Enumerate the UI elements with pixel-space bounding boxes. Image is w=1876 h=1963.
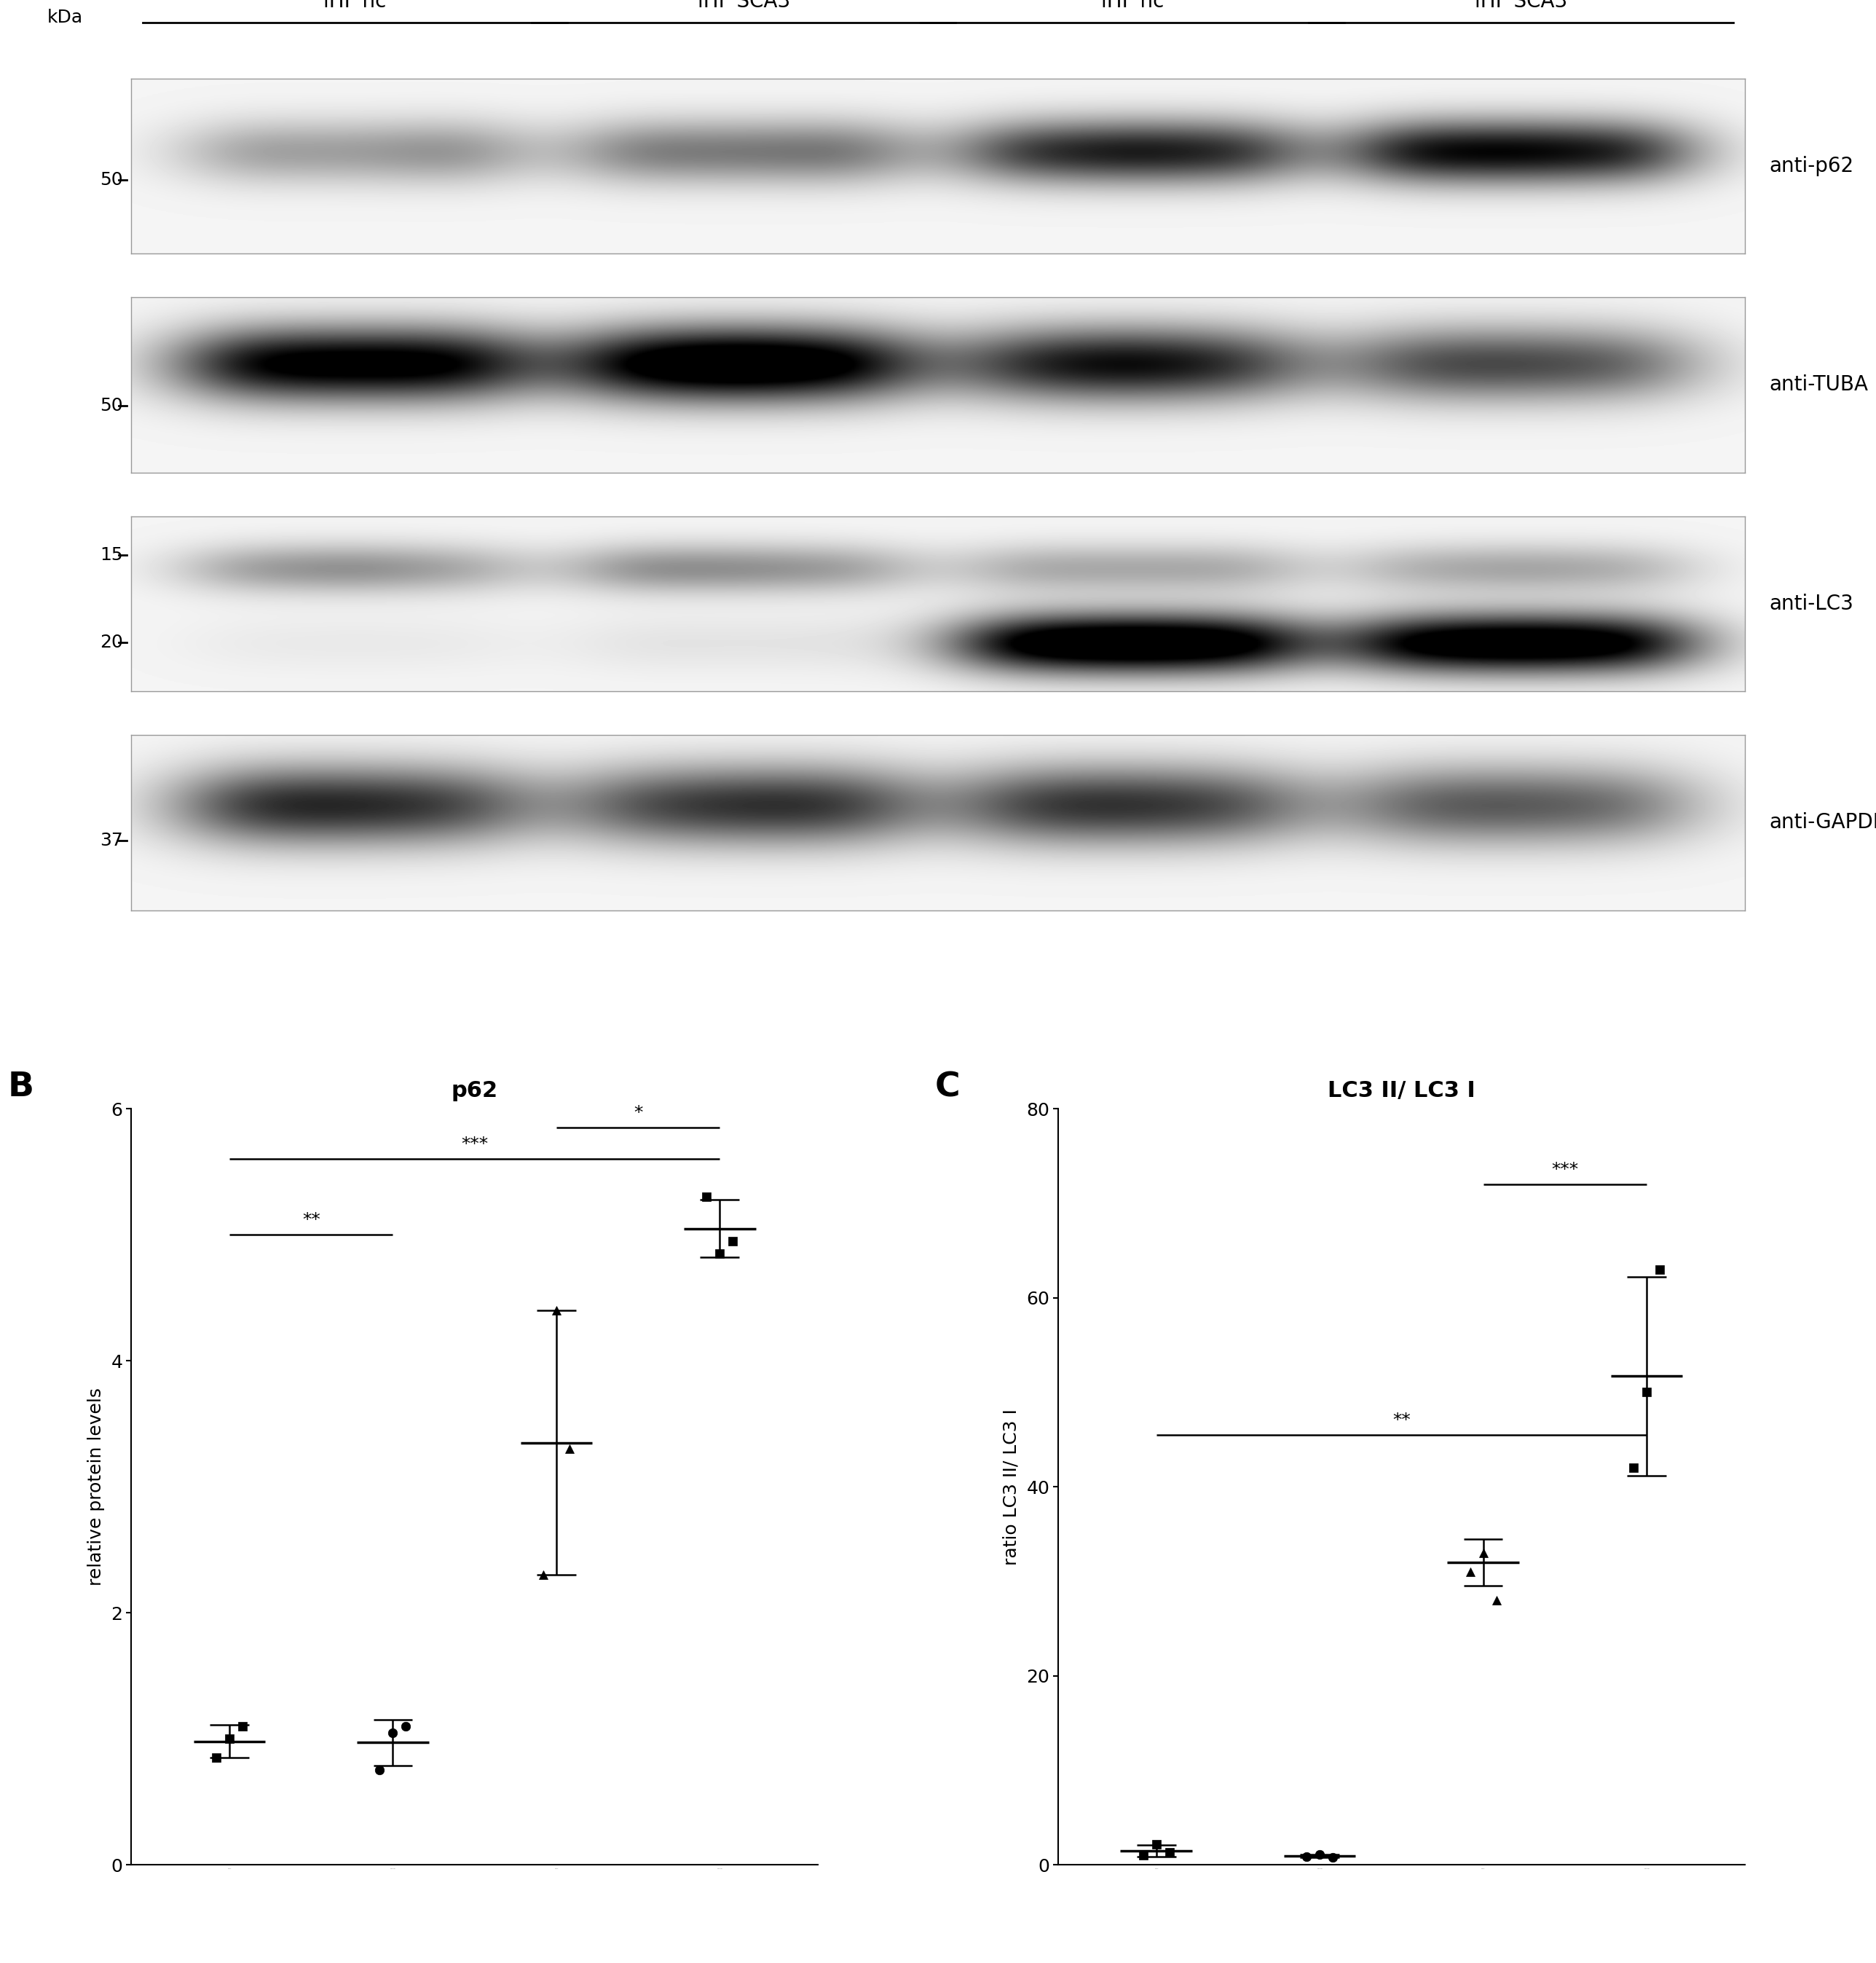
- Y-axis label: ratio LC3 II/ LC3 I: ratio LC3 II/ LC3 I: [1004, 1409, 1021, 1565]
- Text: iHF hc: iHF hc: [1101, 0, 1163, 12]
- Text: anti-TUBA: anti-TUBA: [1769, 375, 1868, 395]
- Text: 20: 20: [99, 634, 124, 652]
- Text: ***: ***: [1551, 1160, 1578, 1178]
- Text: anti-p62: anti-p62: [1769, 155, 1853, 177]
- Text: 50: 50: [99, 171, 124, 188]
- Y-axis label: relative protein levels: relative protein levels: [88, 1388, 105, 1586]
- Text: B: B: [8, 1072, 34, 1103]
- Text: ***: ***: [461, 1137, 488, 1152]
- Title: LC3 II/ LC3 I: LC3 II/ LC3 I: [1328, 1080, 1475, 1101]
- Text: **: **: [302, 1211, 321, 1229]
- Text: iHF SCA3: iHF SCA3: [1475, 0, 1566, 12]
- Text: kDa: kDa: [47, 8, 83, 26]
- Text: *: *: [634, 1103, 643, 1121]
- Text: 37: 37: [99, 832, 124, 848]
- Text: anti-LC3: anti-LC3: [1769, 593, 1853, 614]
- Text: C: C: [934, 1072, 961, 1103]
- Text: 15: 15: [99, 546, 124, 563]
- Text: iHF SCA3: iHF SCA3: [698, 0, 790, 12]
- Title: p62: p62: [452, 1080, 497, 1101]
- Text: **: **: [1392, 1411, 1411, 1429]
- Text: anti-GAPDH: anti-GAPDH: [1769, 813, 1876, 832]
- Text: 50: 50: [99, 397, 124, 414]
- Text: iHF hc: iHF hc: [325, 0, 386, 12]
